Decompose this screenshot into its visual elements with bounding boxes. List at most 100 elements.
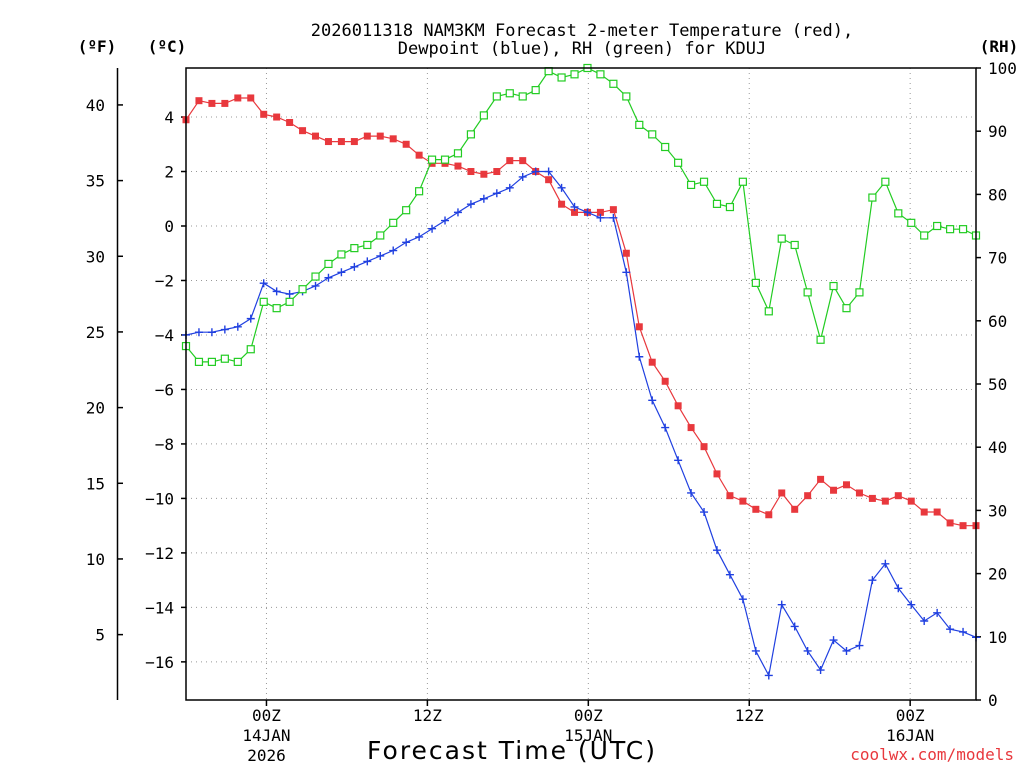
temperature-point: [571, 208, 579, 216]
temperature-point: [324, 138, 332, 146]
temperature-point: [739, 497, 747, 505]
relative-humidity-point: [427, 155, 437, 164]
relative-humidity-point: [479, 111, 488, 120]
temperature-point: [376, 132, 384, 140]
relative-humidity-point: [751, 278, 760, 287]
temperature-point: [635, 323, 643, 331]
relative-humidity-point: [363, 240, 372, 250]
temperature-point: [726, 492, 734, 500]
dewpoint-point: [609, 213, 618, 222]
chart-title-line1: 2026011318 NAM3KM Forecast 2-meter Tempe…: [311, 21, 853, 41]
relative-humidity-point: [518, 92, 527, 101]
temperature-point: [778, 489, 786, 497]
temperature-point: [661, 377, 669, 385]
temperature-point: [622, 249, 630, 257]
celsius-tick-label: −8: [155, 435, 174, 454]
rh-tick-label: 100: [988, 59, 1017, 78]
rh-tick-label: 70: [988, 249, 1007, 268]
temperature-line: [185, 97, 976, 527]
relative-humidity-point: [505, 89, 514, 98]
relative-humidity-point: [933, 221, 942, 231]
relative-humidity-point: [389, 218, 398, 227]
temperature-point: [299, 127, 307, 135]
dewpoint-point: [311, 281, 320, 290]
relative-humidity-point: [855, 288, 864, 297]
dewpoint-point: [816, 666, 825, 675]
temperature-point: [221, 99, 229, 107]
dewpoint-point: [259, 279, 268, 288]
fahrenheit-tick-label: 20: [86, 399, 105, 418]
relative-humidity-point: [440, 155, 450, 164]
dewpoint-point: [544, 167, 553, 176]
temperature-point: [830, 486, 838, 494]
celsius-tick-label: 0: [164, 217, 174, 236]
relative-humidity-point: [207, 357, 217, 366]
relative-humidity-point: [958, 225, 968, 234]
dewpoint-point: [712, 546, 721, 555]
celsius-tick-label: −14: [145, 598, 174, 617]
temperature-point: [791, 505, 799, 513]
dewpoint-point: [337, 268, 346, 277]
relative-humidity-point: [907, 218, 916, 227]
rh-tick-label: 60: [988, 312, 1007, 331]
dewpoint-point: [855, 641, 864, 650]
watermark: coolwx.com/models: [850, 745, 1014, 764]
fahrenheit-tick-label: 5: [95, 626, 105, 645]
dewpoint-point: [557, 183, 566, 192]
relative-humidity-point: [829, 281, 838, 291]
series-layer: [181, 63, 981, 680]
relative-humidity-point: [220, 354, 229, 363]
dewpoint-point: [881, 559, 890, 568]
temperature-point: [350, 138, 358, 146]
temperature-point: [260, 110, 268, 118]
temperature-point: [868, 494, 876, 502]
dewpoint-point: [453, 208, 462, 217]
x-axis-label: Forecast Time (UTC): [367, 736, 657, 765]
relative-humidity-point: [259, 297, 268, 306]
fahrenheit-tick-label: 10: [86, 550, 105, 569]
temperature-point: [337, 138, 345, 146]
relative-humidity-point: [609, 79, 618, 88]
temperature-point: [467, 168, 475, 176]
relative-humidity-point: [233, 357, 242, 366]
dewpoint-point: [363, 257, 372, 266]
dewpoint-line: [185, 170, 977, 678]
celsius-tick-label: −10: [145, 489, 174, 508]
dewpoint-point: [622, 268, 631, 277]
fahrenheit-tick-label: 35: [86, 172, 105, 191]
relative-humidity-point: [570, 70, 579, 79]
celsius-unit-label: (ºC): [148, 37, 187, 56]
fahrenheit-tick-label: 25: [86, 323, 105, 342]
dewpoint-point: [946, 625, 955, 634]
dewpoint-point: [492, 189, 501, 198]
x-tick-date-label: 15JAN: [564, 726, 612, 745]
temperature-point: [687, 424, 695, 432]
dewpoint-point: [207, 328, 216, 337]
relative-humidity-point: [415, 187, 424, 196]
dewpoint-point: [687, 488, 696, 497]
temperature-point: [609, 206, 617, 214]
relative-humidity-point: [531, 86, 540, 95]
relative-humidity-point: [945, 225, 955, 234]
relative-humidity-point: [311, 272, 320, 281]
relative-humidity-point: [402, 206, 411, 215]
temperature-point: [312, 132, 320, 140]
relative-humidity-point: [453, 149, 463, 158]
x-tick-date-label: 14JAN: [242, 726, 290, 745]
dewpoint-point: [246, 314, 255, 323]
dewpoint-point: [376, 251, 385, 260]
relative-humidity-point: [686, 180, 696, 190]
temperature-point: [389, 135, 397, 143]
relative-humidity-point: [661, 142, 670, 152]
chart-title-line2: Dewpoint (blue), RH (green) for KDUJ: [398, 39, 766, 59]
temperature-point: [894, 492, 902, 500]
relative-humidity-point: [194, 357, 204, 366]
relative-humidity-point: [816, 335, 825, 344]
celsius-tick-label: −12: [145, 544, 174, 563]
fahrenheit-tick-label: 30: [86, 247, 105, 266]
relative-humidity-point: [298, 285, 307, 294]
rh-tick-label: 80: [988, 185, 1007, 204]
temperature-point: [363, 132, 371, 140]
fahrenheit-tick-label: 15: [86, 474, 105, 493]
